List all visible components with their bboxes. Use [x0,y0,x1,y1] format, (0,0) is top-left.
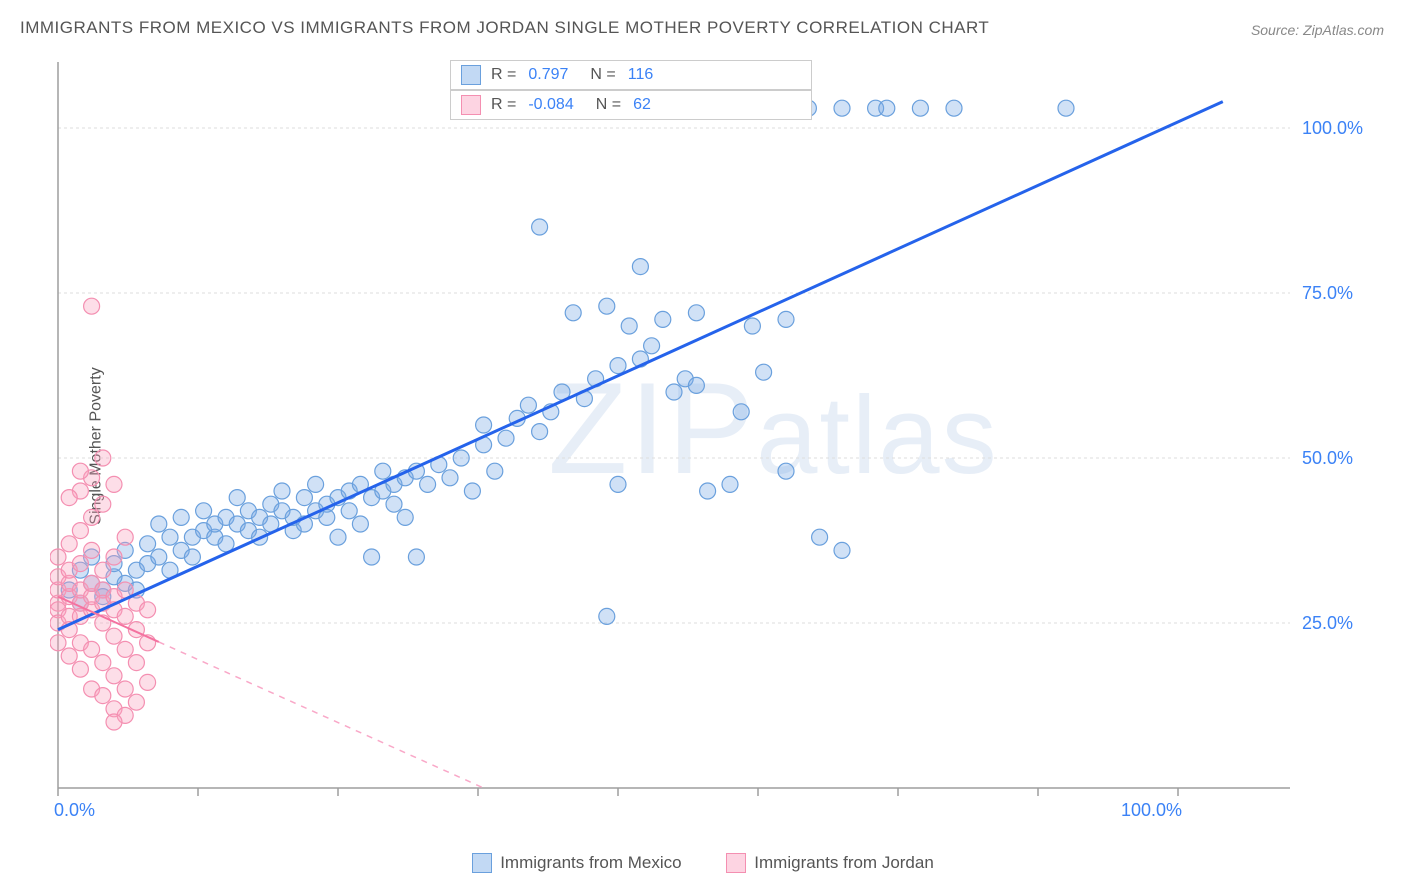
n-value: 62 [633,96,651,114]
legend-label: Immigrants from Jordan [754,853,934,873]
bottom-legend: Immigrants from Mexico Immigrants from J… [0,853,1406,878]
scatter-plot: 25.0% 50.0% 75.0% 100.0% 0.0% 100.0% [50,58,1380,828]
n-label: N = [596,96,621,114]
svg-text:100.0%: 100.0% [1302,118,1363,138]
n-value: 116 [628,66,654,84]
r-label: R = [491,66,516,84]
svg-text:0.0%: 0.0% [54,800,95,820]
swatch-pink-icon [461,95,481,115]
swatch-pink-icon [726,853,746,873]
legend-label: Immigrants from Mexico [500,853,681,873]
svg-text:75.0%: 75.0% [1302,283,1353,303]
n-label: N = [590,66,615,84]
r-label: R = [491,96,516,114]
r-value: -0.084 [528,96,573,114]
svg-text:25.0%: 25.0% [1302,613,1353,633]
correlation-box-mexico: R = 0.797 N = 116 [450,60,812,90]
svg-text:50.0%: 50.0% [1302,448,1353,468]
source-attribution: Source: ZipAtlas.com [1251,22,1384,38]
svg-text:100.0%: 100.0% [1121,800,1182,820]
chart-title: IMMIGRANTS FROM MEXICO VS IMMIGRANTS FRO… [20,18,989,38]
swatch-blue-icon [461,65,481,85]
r-value: 0.797 [528,66,568,84]
correlation-box-jordan: R = -0.084 N = 62 [450,90,812,120]
swatch-blue-icon [472,853,492,873]
legend-item-jordan: Immigrants from Jordan [726,853,934,873]
legend-item-mexico: Immigrants from Mexico [472,853,681,873]
